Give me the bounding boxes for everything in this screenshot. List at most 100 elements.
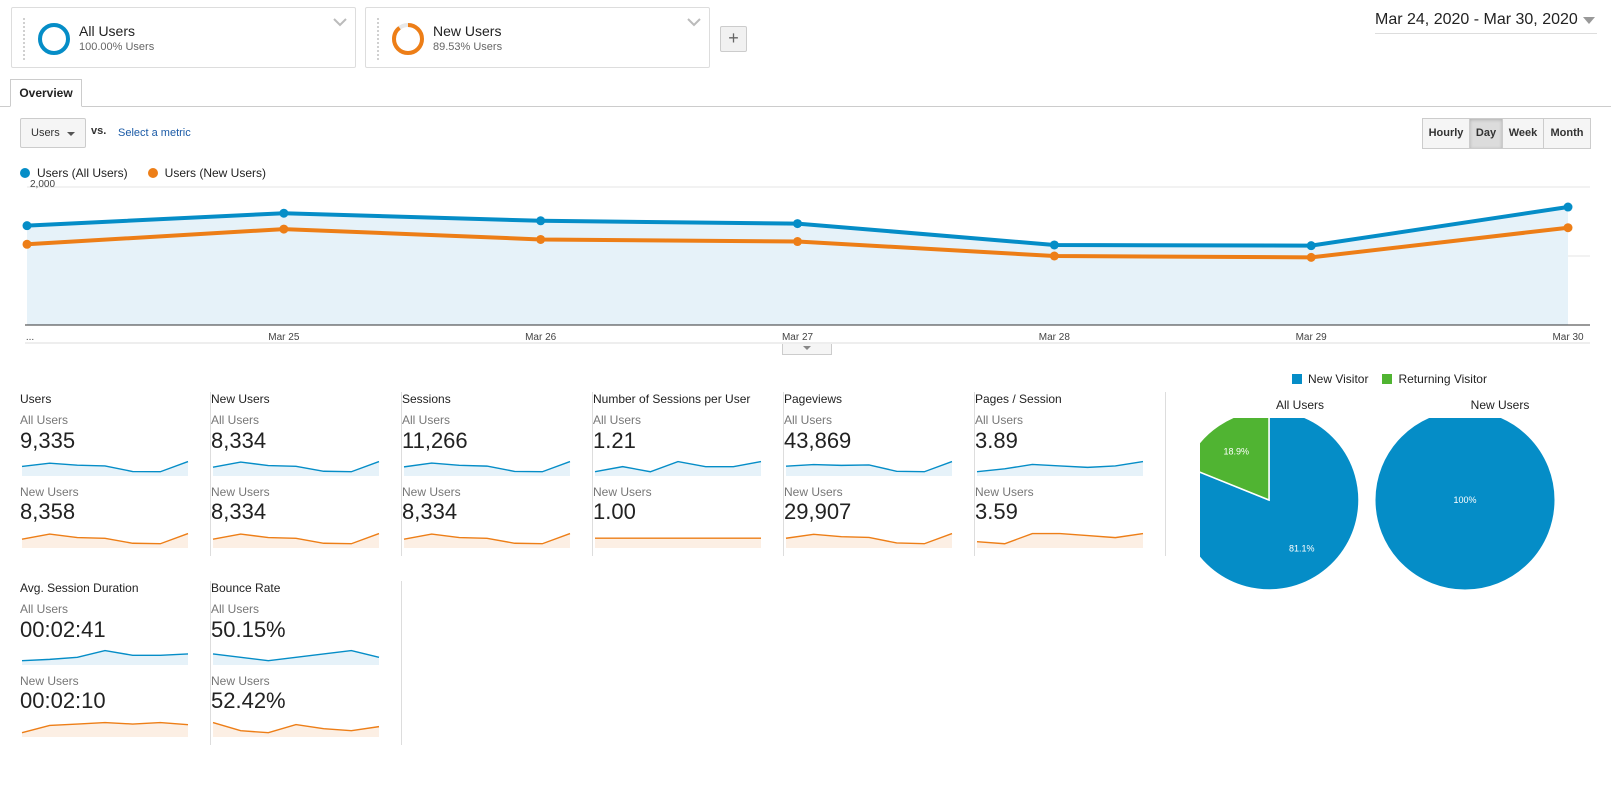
pie-slice[interactable] (1200, 418, 1360, 591)
sparkline-area (22, 461, 188, 476)
sparkline (21, 649, 189, 665)
metric-dropdown-label: Users (31, 127, 60, 139)
pie-slice[interactable] (1374, 418, 1556, 591)
segment-label: All Users (20, 602, 69, 616)
vs-label: vs. (91, 125, 107, 137)
x-tick-label: Mar 28 (1039, 332, 1071, 343)
data-point[interactable] (279, 208, 289, 218)
sparkline (594, 460, 762, 476)
caret-down-icon (1583, 17, 1595, 24)
data-point[interactable] (1306, 252, 1316, 262)
data-point[interactable] (536, 216, 546, 226)
sparkline-line (785, 532, 953, 545)
pie-legend-item: Returning Visitor (1382, 372, 1487, 386)
sparkline (21, 532, 189, 548)
sparkline (785, 532, 953, 548)
segment-label: New Users (211, 674, 270, 688)
pie-legend-item: New Visitor (1292, 372, 1368, 386)
caret-down-icon (803, 346, 811, 350)
metric-value: 1.21 (593, 428, 636, 453)
pie-title-all-users: All Users (1275, 398, 1324, 412)
metric-value: 8,358 (20, 499, 76, 524)
data-point[interactable] (793, 219, 802, 229)
data-point[interactable] (1049, 240, 1059, 250)
segment-ring-icon (38, 23, 70, 55)
x-tick-label: ... (26, 332, 34, 343)
segment-percentage: 100.00% Users (79, 41, 155, 53)
data-point[interactable] (536, 234, 546, 244)
sparkline (403, 532, 571, 548)
legend-item[interactable]: Users (New Users) (147, 166, 266, 180)
scorecard-title: Pageviews (784, 392, 843, 406)
scorecard-title: Pages / Session (975, 392, 1062, 406)
x-tick-label: Mar 29 (1296, 332, 1328, 343)
chart-collapse-handle[interactable] (782, 344, 832, 355)
segment-card-all-users[interactable]: All Users 100.00% Users (11, 7, 356, 68)
metric-value: 52.42% (211, 688, 286, 713)
pie-slice-label: 100% (1453, 495, 1476, 505)
segment-label: All Users (402, 413, 451, 427)
scorecard: Users All Users 9,335 New Users 8,358 (20, 392, 211, 556)
add-segment-button[interactable]: + (720, 26, 747, 52)
legend-item[interactable]: Users (All Users) (20, 166, 128, 180)
scorecard: Number of Sessions per User All Users 1.21… (593, 392, 784, 556)
metric-value: 3.59 (975, 499, 1018, 524)
segment-label: All Users (20, 413, 69, 427)
segment-name: All Users (79, 23, 136, 39)
scorecard: Avg. Session Duration All Users 00:02:41 Ne… (20, 581, 211, 745)
chevron-down-icon[interactable] (687, 17, 701, 27)
pie-slice-label: 18.9% (1224, 447, 1250, 457)
data-point[interactable] (1049, 251, 1059, 261)
segment-label: New Users (20, 485, 79, 499)
segment-label: New Users (975, 485, 1034, 499)
data-point[interactable] (793, 237, 802, 247)
pie-slice[interactable] (1200, 418, 1270, 502)
metric-dropdown[interactable]: Users (20, 118, 86, 148)
sparkline-line (785, 460, 953, 473)
segment-card-new-users[interactable]: New Users 89.53% Users (365, 7, 710, 68)
data-point[interactable] (1563, 223, 1573, 233)
drag-handle-icon[interactable] (22, 17, 27, 60)
segment-label: All Users (593, 413, 642, 427)
scorecard: Pages / Session All Users 3.89 New Users 3.5… (975, 392, 1166, 556)
segment-label: New Users (593, 485, 652, 499)
data-point[interactable] (1306, 241, 1316, 251)
data-point[interactable] (22, 221, 32, 231)
sparkline (595, 537, 761, 548)
legend-dot-icon (20, 168, 30, 178)
data-point[interactable] (22, 239, 32, 249)
granularity-toggle: Hourly Day Week Month (1422, 118, 1591, 149)
sparkline-area (786, 533, 952, 548)
metric-value: 1.00 (593, 499, 636, 524)
metric-value: 00:02:10 (20, 688, 106, 713)
segment-label: All Users (784, 413, 833, 427)
sparkline-line (403, 532, 571, 545)
scorecard: Bounce Rate All Users 50.15% New Users 52.42… (211, 581, 402, 745)
pie-title-new-users: New Users (1470, 398, 1530, 412)
granularity-hourly-button[interactable]: Hourly (1422, 118, 1470, 149)
pie-legend: New Visitor Returning Visitor (1292, 372, 1487, 386)
pie-slice-label: 81.1% (1289, 543, 1315, 553)
granularity-month-button[interactable]: Month (1543, 118, 1591, 149)
sparkline-area (22, 533, 188, 548)
chevron-down-icon[interactable] (333, 17, 347, 27)
sparkline-area (786, 461, 952, 476)
sparkline-line (21, 532, 189, 545)
segment-ring-icon (392, 23, 424, 55)
select-metric-link[interactable]: Select a metric (118, 127, 191, 139)
granularity-week-button[interactable]: Week (1502, 118, 1544, 149)
sparkline (403, 460, 571, 476)
date-range-label: Mar 24, 2020 - Mar 30, 2020 (1375, 11, 1578, 28)
legend-swatch-icon (1292, 374, 1302, 384)
drag-handle-icon[interactable] (376, 17, 381, 60)
sparkline-line (212, 721, 380, 734)
data-point[interactable] (1563, 202, 1573, 212)
data-point[interactable] (279, 224, 289, 234)
date-range-picker[interactable]: Mar 24, 2020 - Mar 30, 2020 (1375, 10, 1597, 34)
metric-value: 00:02:41 (20, 617, 106, 642)
sparkline-line (976, 460, 1144, 473)
tab-overview[interactable]: Overview (10, 79, 82, 107)
granularity-day-button[interactable]: Day (1469, 118, 1503, 149)
sparkline-line (212, 532, 380, 545)
